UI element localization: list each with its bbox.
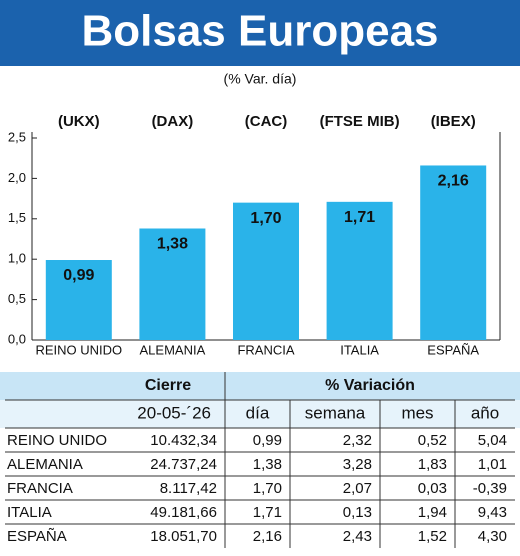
table-cell: 18.051,70 (150, 528, 217, 545)
y-tick-label: 2,0 (8, 170, 26, 185)
y-tick-label: 0,0 (8, 331, 26, 346)
x-tick-label: REINO UNIDO (35, 342, 122, 357)
table-cell: REINO UNIDO (7, 432, 107, 449)
table-cell: 49.181,66 (150, 504, 217, 521)
value-label: 1,71 (344, 209, 375, 226)
table-header: semana (305, 403, 366, 422)
index-label: (DAX) (152, 113, 194, 130)
value-label: 1,70 (250, 210, 281, 227)
table-cell: FRANCIA (7, 480, 73, 497)
value-label: 2,16 (438, 173, 469, 190)
index-label: (CAC) (245, 113, 288, 130)
table-cell: 4,30 (478, 528, 507, 545)
chart-title: Bolsas Europeas (81, 7, 438, 56)
x-tick-label: FRANCIA (237, 342, 294, 357)
bar (45, 260, 112, 340)
table-cell: 2,16 (253, 528, 282, 545)
table-cell: 0,99 (253, 432, 282, 449)
table-cell: 5,04 (478, 432, 507, 449)
table-cell: 1,94 (418, 504, 447, 521)
table-cell: 24.737,24 (150, 456, 217, 473)
x-tick-label: ESPAÑA (427, 342, 479, 357)
table-header: día (246, 403, 270, 422)
x-tick-label: ALEMANIA (140, 342, 206, 357)
table-cell: 1,38 (253, 456, 282, 473)
y-tick-label: 1,5 (8, 210, 26, 225)
table-header-bg (0, 400, 520, 428)
table-cell: 0,52 (418, 432, 447, 449)
bar (326, 201, 393, 340)
table-header: 20-05-´26 (137, 403, 211, 422)
table-cell: 1,52 (418, 528, 447, 545)
table-cell: ALEMANIA (7, 456, 83, 473)
table-cell: 1,71 (253, 504, 282, 521)
table-cell: 1,01 (478, 456, 507, 473)
table-cell: 1,83 (418, 456, 447, 473)
table-cell: 0,13 (343, 504, 372, 521)
table-cell: 0,03 (418, 480, 447, 497)
table-cell: 9,43 (478, 504, 507, 521)
chart-subtitle: (% Var. día) (224, 71, 297, 87)
index-label: (FTSE MIB) (320, 113, 400, 130)
bar (139, 228, 206, 340)
bar (233, 202, 299, 340)
y-tick-label: 2,5 (8, 129, 26, 144)
table-header: Cierre (145, 377, 191, 394)
table-header: año (471, 403, 499, 422)
table-cell: 2,07 (343, 480, 372, 497)
value-label: 1,38 (157, 236, 188, 253)
index-label: (IBEX) (431, 113, 476, 130)
value-label: 0,99 (63, 267, 94, 284)
table-cell: 3,28 (343, 456, 372, 473)
table-cell: 8.117,42 (160, 480, 217, 497)
table-cell: 1,70 (253, 480, 282, 497)
title-banner (0, 0, 520, 66)
y-tick-label: 0,5 (8, 291, 26, 306)
y-tick-label: 1,0 (8, 251, 26, 266)
table-cell: ESPAÑA (7, 528, 67, 545)
table-cell: -0,39 (473, 480, 507, 497)
table-header: mes (401, 403, 433, 422)
table-header: % Variación (325, 377, 415, 394)
index-label: (UKX) (58, 113, 100, 130)
table-cell: 2,43 (343, 528, 372, 545)
table-cell: 10.432,34 (150, 432, 217, 449)
table-cell: ITALIA (7, 504, 52, 521)
bar (420, 165, 487, 340)
table-header-bg (0, 372, 520, 400)
table-cell: 2,32 (343, 432, 372, 449)
x-tick-label: ITALIA (340, 342, 379, 357)
